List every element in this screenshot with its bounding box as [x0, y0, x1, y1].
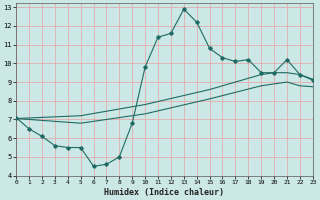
X-axis label: Humidex (Indice chaleur): Humidex (Indice chaleur) [104, 188, 224, 197]
